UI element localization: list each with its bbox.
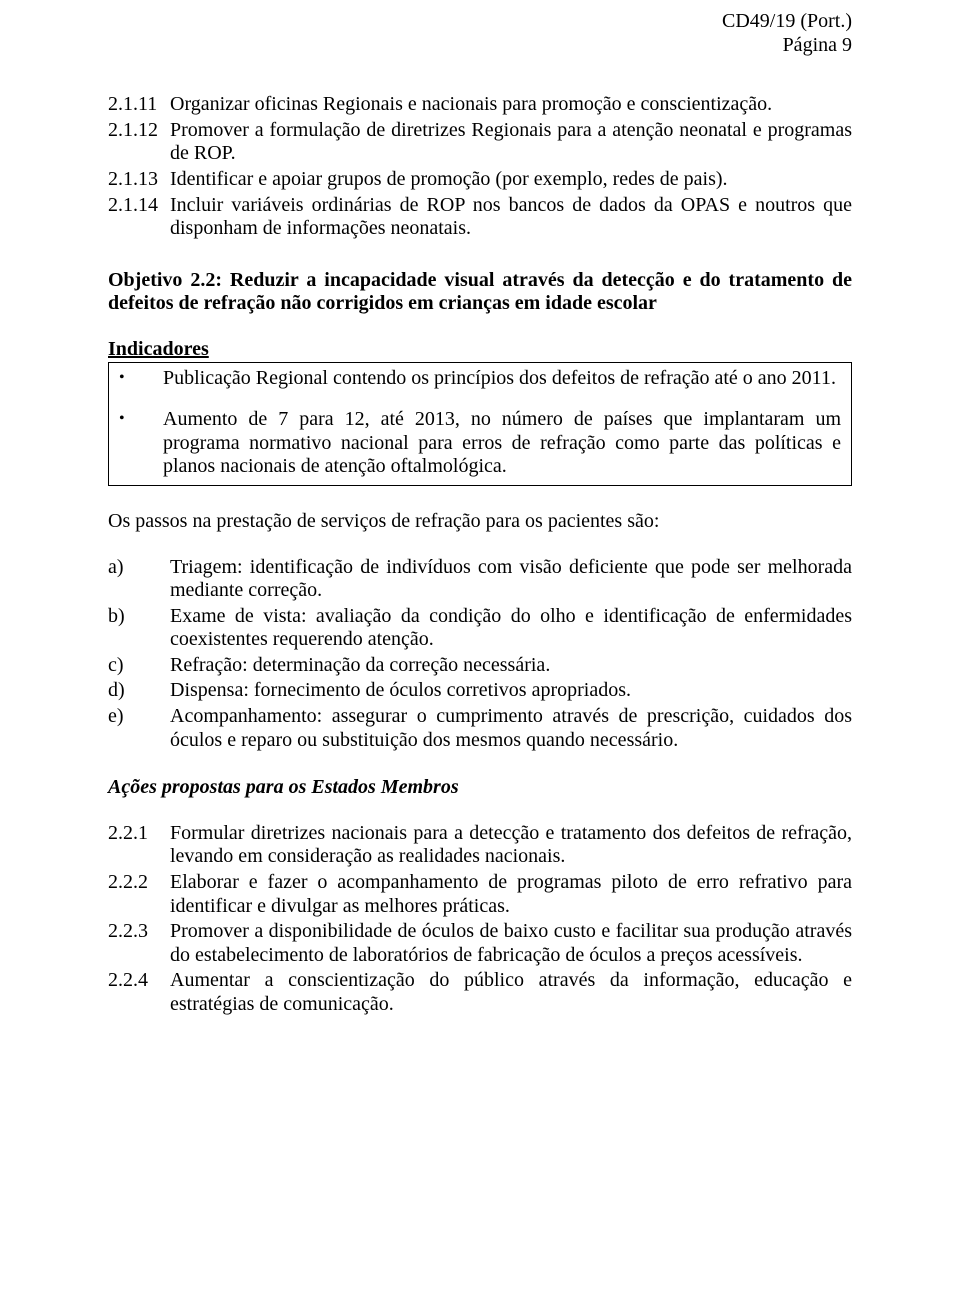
item-text: Identificar e apoiar grupos de promoção …: [170, 168, 852, 192]
list-item: e) Acompanhamento: assegurar o cumprimen…: [108, 705, 852, 752]
item-number: 2.2.2: [108, 871, 170, 918]
bullet-icon: •: [119, 367, 163, 391]
item-number: 2.1.11: [108, 93, 170, 117]
lettered-list: a) Triagem: identificação de indivíduos …: [108, 556, 852, 753]
item-text: Incluir variáveis ordinárias de ROP nos …: [170, 194, 852, 241]
item-number: 2.2.1: [108, 822, 170, 869]
document-page: CD49/19 (Port.) Página 9 2.1.11 Organiza…: [0, 0, 960, 1308]
page-reference: Página 9: [108, 34, 852, 58]
indicadores-box: • Publicação Regional contendo os princí…: [108, 362, 852, 486]
item-text: Formular diretrizes nacionais para a det…: [170, 822, 852, 869]
list-item: 2.2.4 Aumentar a conscientização do públ…: [108, 969, 852, 1016]
indicator-text: Publicação Regional contendo os princípi…: [163, 367, 841, 391]
item-text: Exame de vista: avaliação da condição do…: [170, 605, 852, 652]
item-number: 2.1.12: [108, 119, 170, 166]
list-item: 2.2.3 Promover a disponibilidade de ócul…: [108, 920, 852, 967]
item-text: Refração: determinação da correção neces…: [170, 654, 852, 678]
item-letter: a): [108, 556, 170, 603]
list-item: a) Triagem: identificação de indivíduos …: [108, 556, 852, 603]
list-item: 2.2.1 Formular diretrizes nacionais para…: [108, 822, 852, 869]
bullet-icon: •: [119, 408, 163, 479]
item-text: Promover a formulação de diretrizes Regi…: [170, 119, 852, 166]
item-letter: e): [108, 705, 170, 752]
item-text: Acompanhamento: assegurar o cumprimento …: [170, 705, 852, 752]
item-letter: b): [108, 605, 170, 652]
list-item: c) Refração: determinação da correção ne…: [108, 654, 852, 678]
paragraph-servicos: Os passos na prestação de serviços de re…: [108, 510, 852, 534]
item-text: Aumentar a conscientização do público at…: [170, 969, 852, 1016]
numbered-list-2-1: 2.1.11 Organizar oficinas Regionais e na…: [108, 93, 852, 241]
item-text: Elaborar e fazer o acompanhamento de pro…: [170, 871, 852, 918]
indicator-item: • Aumento de 7 para 12, até 2013, no núm…: [119, 408, 841, 479]
doc-reference: CD49/19 (Port.): [108, 10, 852, 34]
indicadores-label: Indicadores: [108, 338, 852, 362]
item-number: 2.1.14: [108, 194, 170, 241]
item-number: 2.2.3: [108, 920, 170, 967]
item-number: 2.1.13: [108, 168, 170, 192]
indicator-text: Aumento de 7 para 12, até 2013, no númer…: [163, 408, 841, 479]
list-item: b) Exame de vista: avaliação da condição…: [108, 605, 852, 652]
item-text: Organizar oficinas Regionais e nacionais…: [170, 93, 852, 117]
numbered-list-2-2: 2.2.1 Formular diretrizes nacionais para…: [108, 822, 852, 1017]
item-letter: c): [108, 654, 170, 678]
indicator-item: • Publicação Regional contendo os princí…: [119, 367, 841, 391]
list-item: d) Dispensa: fornecimento de óculos corr…: [108, 679, 852, 703]
item-letter: d): [108, 679, 170, 703]
item-text: Promover a disponibilidade de óculos de …: [170, 920, 852, 967]
list-item: 2.1.13 Identificar e apoiar grupos de pr…: [108, 168, 852, 192]
item-text: Dispensa: fornecimento de óculos correti…: [170, 679, 852, 703]
item-text: Triagem: identificação de indivíduos com…: [170, 556, 852, 603]
list-item: 2.1.11 Organizar oficinas Regionais e na…: [108, 93, 852, 117]
list-item: 2.1.12 Promover a formulação de diretriz…: [108, 119, 852, 166]
objective-heading: Objetivo 2.2: Reduzir a incapacidade vis…: [108, 269, 852, 316]
page-header: CD49/19 (Port.) Página 9: [108, 10, 852, 57]
list-item: 2.1.14 Incluir variáveis ordinárias de R…: [108, 194, 852, 241]
item-number: 2.2.4: [108, 969, 170, 1016]
acoes-heading: Ações propostas para os Estados Membros: [108, 776, 852, 800]
list-item: 2.2.2 Elaborar e fazer o acompanhamento …: [108, 871, 852, 918]
